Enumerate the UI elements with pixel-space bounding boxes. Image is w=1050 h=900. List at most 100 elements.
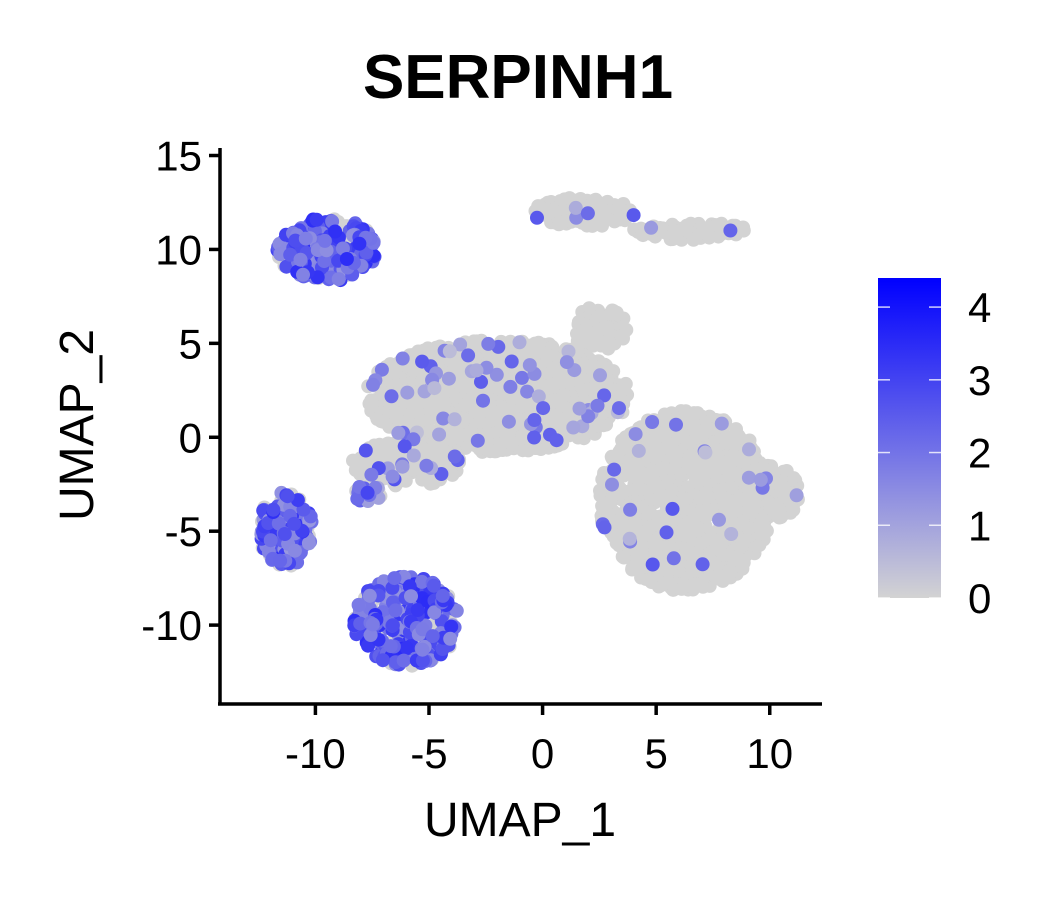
scatter-point xyxy=(585,358,600,373)
scatter-point xyxy=(527,413,542,427)
scatter-point xyxy=(420,341,435,356)
scatter-point xyxy=(660,440,674,455)
scatter-point xyxy=(391,425,406,440)
scatter-point xyxy=(388,603,403,618)
scatter-point xyxy=(385,618,400,633)
scatter-point xyxy=(647,438,662,453)
scatter-point xyxy=(612,401,626,416)
scatter-point xyxy=(609,305,624,320)
scatter-point xyxy=(724,506,739,521)
scatter-point xyxy=(396,653,411,668)
x-tick-label: 5 xyxy=(644,730,667,777)
scatter-point xyxy=(597,388,612,403)
scatter-point xyxy=(512,335,527,350)
scatter-point xyxy=(615,329,630,343)
scatter-point xyxy=(385,469,400,484)
scatter-point xyxy=(358,443,373,458)
scatter-point xyxy=(715,460,730,475)
scatter-point xyxy=(628,427,643,442)
colorbar-tick-label: 4 xyxy=(968,284,991,331)
colorbar-tick-label: 3 xyxy=(968,357,991,404)
scatter-point xyxy=(400,385,415,400)
scatter-point xyxy=(521,443,536,458)
scatter-point xyxy=(701,489,716,504)
scatter-point xyxy=(435,642,450,656)
scatter-point xyxy=(503,379,518,394)
scatter-point xyxy=(762,495,777,510)
scatter-point xyxy=(601,320,616,335)
x-tick-label: -5 xyxy=(410,730,447,777)
y-tick-label: -5 xyxy=(165,508,202,555)
scatter-point xyxy=(626,208,641,223)
scatter-point xyxy=(669,453,684,468)
x-tick-label: 0 xyxy=(531,730,554,777)
scatter-point xyxy=(502,402,517,416)
scatter-point xyxy=(753,472,768,487)
scatter-point xyxy=(786,502,801,517)
scatter-point xyxy=(646,509,661,524)
scatter-point xyxy=(489,367,504,382)
scatter-point xyxy=(279,259,294,274)
scatter-point xyxy=(504,354,519,369)
scatter-point xyxy=(350,491,365,506)
scatter-point xyxy=(273,553,288,568)
scatter-point xyxy=(702,230,717,245)
scatter-point xyxy=(331,272,346,287)
scatter-point xyxy=(580,206,595,221)
scatter-point xyxy=(385,447,400,462)
colorbar-gradient xyxy=(878,278,941,598)
scatter-point xyxy=(410,404,425,419)
scatter-point xyxy=(533,199,548,214)
scatter-point xyxy=(527,430,542,445)
scatter-point xyxy=(397,439,412,454)
scatter-point xyxy=(427,605,442,620)
scatter-point xyxy=(559,355,574,370)
scatter-point xyxy=(645,415,660,429)
scatter-point xyxy=(772,502,787,517)
colorbar-tick-label: 1 xyxy=(968,502,991,549)
scatter-point xyxy=(590,398,605,413)
scatter-point xyxy=(607,462,622,477)
scatter-point xyxy=(395,351,410,366)
scatter-point xyxy=(365,617,380,632)
scatter-point xyxy=(434,467,449,481)
scatter-point xyxy=(644,220,659,235)
y-tick-label: 10 xyxy=(155,226,202,273)
scatter-point xyxy=(669,230,684,245)
scatter-point xyxy=(296,267,310,282)
scatter-point xyxy=(406,448,421,463)
scatter-point xyxy=(426,578,441,593)
scatter-point xyxy=(592,334,607,349)
scatter-point xyxy=(665,501,680,516)
scatter-point xyxy=(435,588,450,603)
scatter-point xyxy=(631,443,646,458)
scatter-point xyxy=(451,362,466,377)
scatter-point xyxy=(277,527,292,541)
scatter-point xyxy=(266,502,281,517)
scatter-point xyxy=(335,241,350,256)
scatter-point xyxy=(317,254,332,269)
scatter-point xyxy=(530,210,544,225)
scatter-point xyxy=(741,470,756,485)
x-tick-label: 10 xyxy=(746,730,793,777)
scatter-point xyxy=(399,640,414,655)
scatter-point xyxy=(531,389,546,404)
scatter-point xyxy=(387,365,402,380)
scatter-point xyxy=(710,557,725,572)
scatter-point xyxy=(395,459,410,474)
scatter-point xyxy=(443,631,458,646)
scatter-point xyxy=(293,252,308,267)
scatter-point xyxy=(404,589,418,604)
scatter-point xyxy=(647,464,662,479)
scatter-point xyxy=(658,410,673,425)
scatter-point xyxy=(689,475,704,490)
y-tick-label: 0 xyxy=(179,414,202,461)
scatter-point xyxy=(683,527,698,542)
y-tick-label: 15 xyxy=(155,133,202,180)
scatter-point xyxy=(360,485,375,500)
scatter-point xyxy=(427,381,442,396)
scatter-point xyxy=(301,536,316,551)
scatter-point xyxy=(605,477,619,492)
scatter-point xyxy=(457,379,472,394)
scatter-point xyxy=(664,483,679,497)
